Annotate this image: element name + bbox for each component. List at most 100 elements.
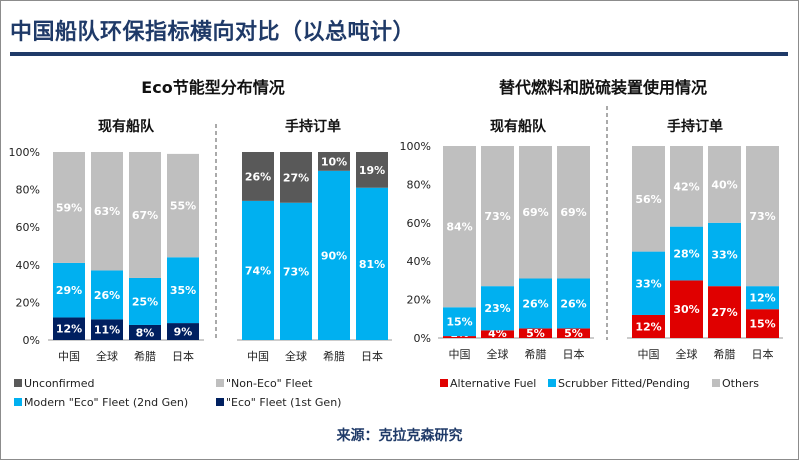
data-label: 12% — [749, 292, 775, 305]
legend-swatch-unconfirmed — [14, 379, 22, 387]
bar-unconfirmed-1 — [242, 152, 274, 201]
bar-scrubber-fitted-pending-3 — [519, 278, 552, 329]
data-label: 69% — [522, 206, 548, 219]
data-label: 59% — [56, 201, 82, 214]
legend-swatch-eco-fleet-1st-gen — [216, 398, 224, 406]
bar-unconfirmed-2 — [280, 152, 312, 203]
legend-label-others: Others — [722, 377, 759, 390]
bar-alternative-fuel-2 — [670, 280, 703, 338]
legend-label-modern-eco-fleet-2nd-gen: Modern "Eco" Fleet (2nd Gen) — [24, 396, 188, 409]
data-label: 11% — [94, 324, 120, 337]
data-label: 12% — [56, 323, 82, 336]
bar-scrubber-fitted-pending-1 — [632, 251, 665, 315]
data-label: 26% — [522, 297, 548, 310]
chart-2-ytick-label: 0% — [414, 332, 431, 345]
bar-eco-fleet-1st-gen-4 — [167, 323, 199, 340]
page-title: 中国船队环保指标横向对比（以总吨计） — [10, 20, 416, 45]
title-divider — [10, 52, 788, 56]
bar-alternative-fuel-2 — [481, 330, 514, 338]
x-category-label: 希腊 — [134, 349, 156, 363]
bar-non-eco-fleet-3 — [129, 152, 161, 278]
legend-label-alternative-fuel: Alternative Fuel — [450, 377, 536, 390]
chart-2-ytick-label: 60% — [407, 217, 431, 230]
data-label: 10% — [321, 155, 347, 168]
bar-modern-eco-fleet-2nd-gen-1 — [242, 200, 274, 340]
bar-others-2 — [670, 146, 703, 227]
data-label: 81% — [359, 258, 385, 271]
source-note: 来源：克拉克森研究 — [336, 428, 463, 444]
chart-1-ytick-label: 80% — [16, 184, 40, 197]
data-label: 15% — [446, 316, 472, 329]
x-category-label: 全球 — [96, 349, 118, 363]
bar-modern-eco-fleet-2nd-gen-3 — [318, 170, 350, 340]
data-label: 5% — [526, 327, 545, 340]
x-category-label: 日本 — [172, 349, 194, 363]
data-label: 29% — [56, 284, 82, 297]
data-label: 74% — [245, 264, 271, 277]
legend-swatch-modern-eco-fleet-2nd-gen — [14, 398, 22, 406]
bar-alternative-fuel-3 — [519, 328, 552, 338]
data-label: 67% — [132, 209, 158, 222]
chart-1-ytick-label: 60% — [16, 221, 40, 234]
x-category-label: 中国 — [449, 348, 471, 361]
bar-non-eco-fleet-4 — [167, 153, 199, 258]
chart-2-group-label: 现有船队 — [490, 118, 547, 135]
chart-2-ytick-label: 80% — [407, 178, 431, 191]
legend-label-eco-fleet-1st-gen: "Eco" Fleet (1st Gen) — [226, 396, 341, 409]
chart-2-group-label: 手持订单 — [667, 118, 723, 135]
bar-others-1 — [443, 146, 476, 308]
bar-alternative-fuel-1 — [443, 336, 476, 338]
bar-modern-eco-fleet-2nd-gen-2 — [91, 270, 123, 320]
bar-modern-eco-fleet-2nd-gen-3 — [129, 277, 161, 325]
chart-2-title: 替代燃料和脱硫装置使用情况 — [499, 78, 707, 97]
bar-scrubber-fitted-pending-3 — [708, 222, 741, 287]
data-label: 33% — [635, 277, 661, 290]
chart-1-group-label: 现有船队 — [98, 118, 155, 135]
x-category-label: 中国 — [247, 350, 269, 363]
data-label: 9% — [174, 326, 193, 339]
bar-modern-eco-fleet-2nd-gen-4 — [356, 187, 388, 340]
bar-others-4 — [746, 146, 779, 287]
bar-modern-eco-fleet-2nd-gen-2 — [280, 202, 312, 340]
data-label: 23% — [484, 302, 510, 315]
chart-1-title: Eco节能型分布情况 — [141, 78, 284, 97]
data-label: 30% — [673, 303, 699, 316]
data-label: 27% — [283, 171, 309, 184]
data-label: 40% — [711, 178, 737, 191]
data-label: 8% — [136, 326, 155, 339]
data-label: 73% — [484, 210, 510, 223]
chart-1-ytick-label: 0% — [23, 334, 40, 347]
data-label: 26% — [94, 289, 120, 302]
bar-others-4 — [557, 146, 590, 279]
bar-others-3 — [708, 146, 741, 223]
x-category-label: 希腊 — [525, 347, 547, 361]
legend-label-unconfirmed: Unconfirmed — [24, 377, 95, 390]
bar-unconfirmed-3 — [318, 152, 350, 171]
chart-2-ytick-label: 20% — [407, 294, 431, 307]
bar-scrubber-fitted-pending-2 — [481, 286, 514, 331]
data-label: 26% — [245, 170, 271, 183]
bar-scrubber-fitted-pending-4 — [557, 278, 590, 329]
x-category-label: 日本 — [563, 347, 585, 361]
bar-scrubber-fitted-pending-1 — [443, 307, 476, 337]
x-category-label: 希腊 — [714, 347, 736, 361]
legend-swatch-scrubber-fitted-pending — [548, 379, 556, 387]
data-label: 73% — [283, 265, 309, 278]
data-label: 35% — [170, 284, 196, 297]
bar-scrubber-fitted-pending-4 — [746, 286, 779, 310]
data-label: 42% — [673, 180, 699, 193]
x-category-label: 日本 — [361, 349, 383, 363]
data-label: 12% — [635, 320, 661, 333]
data-label: 28% — [673, 248, 699, 261]
data-label: 63% — [94, 205, 120, 218]
legend-swatch-others — [712, 379, 720, 387]
chart-2-ytick-label: 40% — [407, 255, 431, 268]
bar-others-3 — [519, 146, 552, 279]
bar-modern-eco-fleet-2nd-gen-1 — [53, 262, 85, 318]
bar-eco-fleet-1st-gen-1 — [53, 317, 85, 340]
chart-2-ytick-label: 100% — [400, 140, 431, 153]
data-label: 5% — [564, 327, 583, 340]
data-label: 73% — [749, 210, 775, 223]
chart-1-ytick-label: 20% — [16, 296, 40, 309]
bar-alternative-fuel-3 — [708, 286, 741, 338]
